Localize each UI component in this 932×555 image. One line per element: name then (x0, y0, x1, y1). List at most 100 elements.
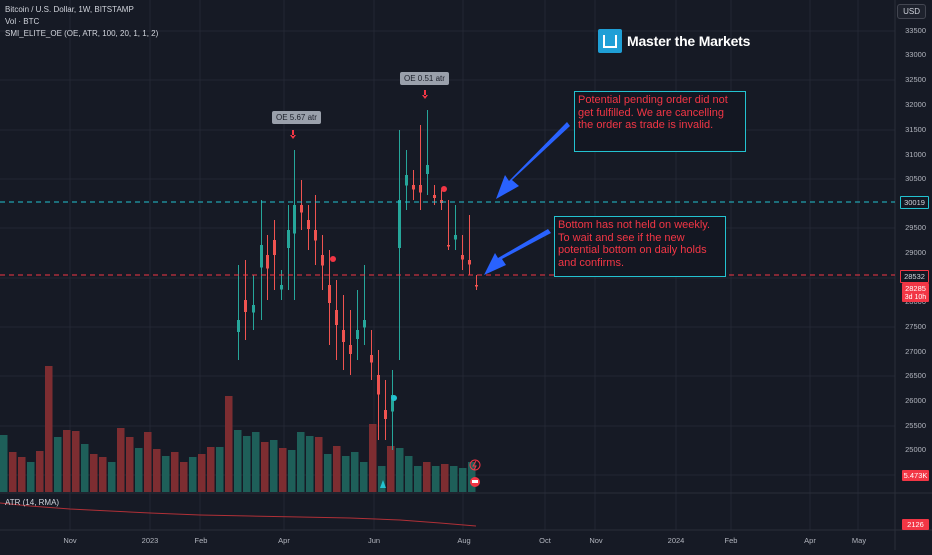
price-tick-label: 31500 (905, 125, 926, 134)
candle-body (273, 240, 276, 255)
volume-bar (459, 468, 467, 492)
price-tick-label: 32500 (905, 75, 926, 84)
candle-body (384, 410, 387, 419)
candle-body (447, 245, 450, 247)
volume-bar (441, 464, 449, 492)
marker-arrow (290, 130, 296, 139)
time-tick-label: May (851, 536, 867, 545)
volume-label: 5.473K (902, 470, 929, 481)
time-tick-label: Aug (457, 536, 471, 545)
candle-body (314, 230, 317, 241)
symbol-legend[interactable]: Bitcoin / U.S. Dollar, 1W, BITSTAMP Vol … (5, 4, 158, 40)
volume-bar (126, 437, 134, 492)
volume-bar (324, 454, 332, 492)
volume-bar (99, 457, 107, 492)
time-tick-label: Nov (63, 536, 77, 545)
volume-bar (117, 428, 125, 492)
candle-body (454, 235, 457, 240)
volume-bar (468, 462, 476, 492)
price-tick-label: 30500 (905, 174, 926, 183)
time-tick-label: Nov (589, 536, 603, 545)
candle-body (237, 320, 240, 332)
support-price-label: 28532 (900, 270, 929, 283)
volume-legend[interactable]: Vol · BTC (5, 17, 40, 26)
candle-body (293, 205, 296, 234)
volume-bar (306, 436, 314, 492)
price-tick-label: 29000 (905, 248, 926, 257)
candle-body (335, 310, 338, 325)
volume-bar (216, 447, 224, 492)
volume-bar (369, 424, 377, 492)
volume-bar (9, 452, 17, 492)
candle-body (391, 395, 394, 412)
volume-bar (360, 462, 368, 492)
volume-bar (423, 462, 431, 492)
volume-bar (414, 466, 422, 492)
flash-icon (469, 459, 481, 471)
price-tick-label: 25000 (905, 445, 926, 454)
logo-text: Master the Markets (627, 33, 751, 49)
candle-body (321, 255, 324, 266)
candle-body (377, 375, 380, 395)
arrow-to-support (484, 229, 551, 275)
candle-body (287, 230, 290, 248)
volume-bar (90, 454, 98, 492)
volume-bar (189, 457, 197, 492)
volume-bar (72, 431, 80, 492)
volume-bar (351, 452, 359, 492)
bar-countdown: 3d 10h (902, 293, 929, 302)
time-tick-label: Jun (367, 536, 381, 545)
time-tick-label: Feb (724, 536, 738, 545)
volume-bar (207, 447, 215, 492)
candle-body (412, 185, 415, 190)
indicator-legend[interactable]: SMI_ELITE_OE (OE, ATR, 100, 20, 1, 1, 2) (5, 29, 159, 38)
volume-bars (0, 366, 476, 492)
candle-body (266, 255, 269, 269)
volume-bar (198, 454, 206, 492)
volume-bar (27, 462, 35, 492)
candle-body (398, 200, 401, 248)
signal-dot (391, 395, 397, 401)
volume-bar (180, 462, 188, 492)
symbol-title[interactable]: Bitcoin / U.S. Dollar, 1W, BITSTAMP (5, 5, 134, 14)
candle-body (300, 205, 303, 213)
volume-bar (234, 430, 242, 492)
time-tick-label: Feb (194, 536, 208, 545)
price-tick-label: 33500 (905, 26, 926, 35)
price-tick-label: 27500 (905, 322, 926, 331)
atr-value-label: 2126 (902, 519, 929, 530)
volume-bar (261, 442, 269, 492)
time-tick-label: Apr (278, 536, 290, 545)
volume-bar (54, 437, 62, 492)
volume-bar (378, 466, 386, 492)
volume-bar (45, 366, 53, 492)
candles (237, 110, 478, 450)
note-pending-order[interactable]: Potential pending order did not get fulf… (574, 91, 746, 152)
candle-body (244, 300, 247, 312)
candle-body (426, 165, 429, 174)
price-tick-label: 29500 (905, 223, 926, 232)
note-bottom[interactable]: Bottom has not held on weekly. To wait a… (554, 216, 726, 277)
volume-bar (432, 466, 440, 492)
logo: Master the Markets (598, 29, 750, 53)
volume-bar (153, 449, 161, 492)
event-marker (380, 480, 386, 488)
volume-bar (396, 448, 404, 492)
volume-bar (288, 450, 296, 492)
candle-body (356, 330, 359, 339)
arrow-to-resistance (496, 122, 570, 199)
volume-bar (450, 466, 458, 492)
candle-body (433, 195, 436, 198)
candle-body (363, 320, 366, 328)
atr-legend[interactable]: ATR (14, RMA) (5, 498, 60, 507)
currency-button[interactable]: USD (897, 4, 926, 19)
signal-dot (330, 256, 336, 262)
volume-bar (63, 430, 71, 492)
volume-bar (36, 451, 44, 492)
candle-body (342, 330, 345, 342)
oe-tag-left: OE 5.67 atr (272, 111, 321, 124)
volume-bar (81, 444, 89, 492)
candle-body (252, 305, 255, 313)
